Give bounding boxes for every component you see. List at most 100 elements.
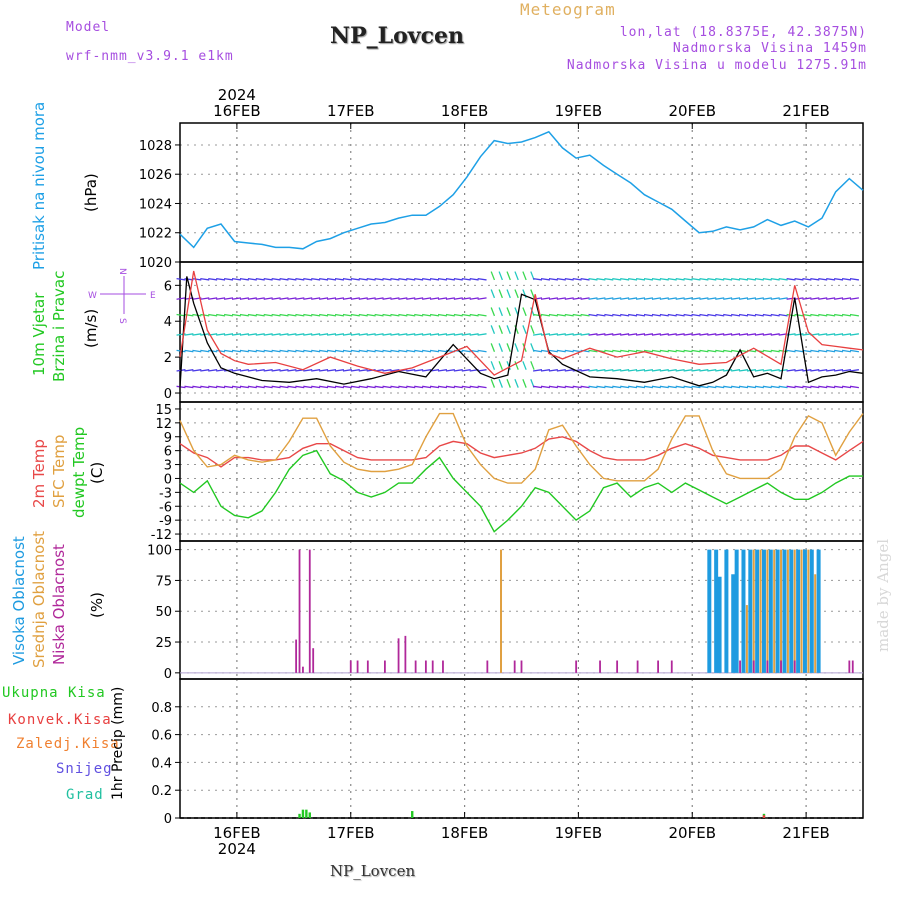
y-tick-label: 6: [164, 279, 172, 294]
wind-arrow: [327, 313, 337, 317]
wind-arrow: [818, 297, 828, 300]
wind-arrow: [398, 385, 408, 389]
wind-arrow: [548, 333, 558, 336]
wind-arrow: [620, 349, 630, 353]
compass-s: S: [117, 318, 127, 324]
compass-e: E: [150, 291, 156, 301]
wind-arrow: [786, 385, 796, 389]
wind-arrow: [612, 385, 622, 389]
cloud-bar: [384, 660, 386, 673]
wind-arrow: [295, 349, 305, 353]
wind-arrow: [715, 277, 725, 281]
wind-arrow: [818, 277, 828, 281]
wind-arrow: [414, 277, 424, 281]
wind-arrow: [342, 277, 352, 281]
wind-arrow: [287, 369, 297, 372]
date-label-bottom: 17FEB: [327, 824, 374, 842]
cloud-bar: [302, 666, 304, 673]
wind-arrow: [612, 369, 622, 372]
wind-arrow: [366, 349, 376, 353]
wind-arrow: [691, 313, 701, 317]
precip-snow-label: Snijeg: [56, 761, 113, 777]
y-tick-label: 0.2: [151, 784, 172, 799]
cloud-bar: [761, 549, 766, 673]
wind-arrow: [271, 297, 281, 300]
cloud-bar: [724, 549, 729, 673]
wind-arrow: [445, 277, 455, 281]
cloud-bar: [752, 660, 755, 673]
wind-arrow: [176, 297, 186, 300]
cloud-bar: [500, 549, 503, 673]
wind-arrow: [810, 385, 820, 389]
wind-arrow: [382, 369, 392, 372]
wind-speed-line: [179, 276, 864, 388]
wind-arrow: [651, 277, 661, 281]
wind-arrow: [723, 333, 733, 336]
wind-arrow: [810, 349, 820, 353]
wind-arrow: [255, 385, 265, 389]
wind-arrow: [707, 297, 717, 300]
wind-arrow: [556, 297, 566, 300]
wind-arrow: [429, 277, 440, 281]
date-label-bottom: 16FEB: [213, 824, 260, 842]
wind-arrow: [691, 297, 701, 300]
wind-arrow: [556, 277, 566, 281]
wind-arrow: [200, 297, 210, 300]
wind-arrow: [374, 313, 384, 317]
wind-arrow: [311, 333, 321, 336]
wind-arrow: [255, 313, 265, 317]
date-label-top: 17FEB: [327, 102, 374, 120]
cloud-bar: [816, 549, 821, 673]
wind-arrow: [303, 277, 313, 281]
y-tick-label: -6: [159, 500, 172, 515]
wind-arrow: [414, 349, 424, 353]
temp-line: [179, 436, 864, 468]
wind-arrow: [635, 277, 646, 281]
wind-arrow: [604, 349, 614, 353]
wind-arrow: [651, 349, 661, 353]
wind-arrow: [651, 297, 661, 300]
wind-arrow: [414, 333, 424, 336]
wind-arrow: [723, 385, 733, 389]
wind-arrow: [849, 277, 859, 281]
wind-arrow: [382, 385, 392, 389]
wind-arrow: [271, 349, 281, 353]
wind-arrow: [738, 385, 749, 389]
wind-arrow: [564, 349, 574, 353]
wind-arrow: [604, 297, 614, 300]
wind-arrow: [643, 349, 654, 353]
wind-arrow: [675, 297, 685, 300]
wind-arrow: [437, 349, 448, 353]
wind-arrow: [469, 297, 479, 300]
wind-arrow: [620, 385, 630, 389]
wind-arrow: [358, 313, 368, 317]
wind-arrow: [754, 277, 764, 281]
wind-arrow: [635, 385, 646, 389]
wind-arrow: [358, 297, 368, 300]
wind-arrow: [477, 349, 487, 353]
cloud-bar: [424, 660, 427, 673]
date-label-top: 21FEB: [782, 102, 829, 120]
wind-arrow: [522, 289, 527, 299]
wind-arrow: [818, 333, 828, 336]
wind-arrow: [374, 349, 384, 353]
cloud-bar: [575, 660, 578, 673]
wind-arrow: [437, 333, 448, 336]
wind-arrow: [530, 289, 535, 299]
wind-gust-line: [179, 270, 864, 376]
wind-arrow: [691, 277, 701, 281]
wind-arrow: [556, 349, 566, 353]
wind-arrow: [319, 385, 329, 389]
cloud-bar: [734, 549, 739, 673]
cloud-bar: [802, 549, 807, 673]
wind-arrow: [826, 333, 836, 336]
wind-arrow: [192, 313, 202, 317]
wind-arrow: [683, 277, 693, 281]
wind-arrow: [691, 333, 701, 336]
wind-arrow: [532, 333, 543, 336]
y-tick-label: 6: [164, 445, 172, 460]
wind-arrow: [794, 277, 804, 281]
wind-arrow: [754, 313, 764, 317]
wind-arrow: [398, 277, 408, 281]
chart-title: NP_Lovcen: [330, 23, 464, 49]
